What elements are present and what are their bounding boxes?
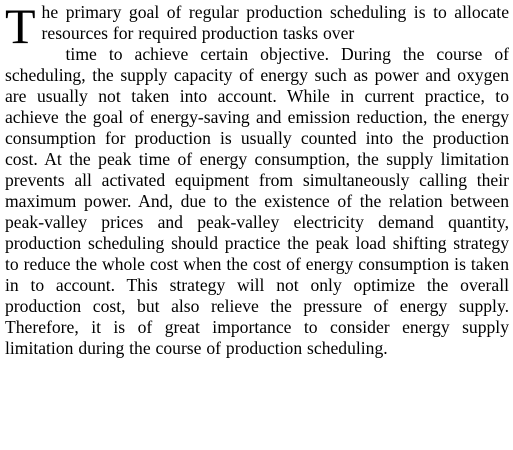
paragraph-body-text: time to achieve certain objective. Durin… [5,44,509,358]
body-paragraph: T he primary goal of regular production … [5,0,509,359]
paragraph-opening-text: he primary goal of regular production sc… [41,2,509,43]
drop-cap-letter: T [5,0,36,54]
